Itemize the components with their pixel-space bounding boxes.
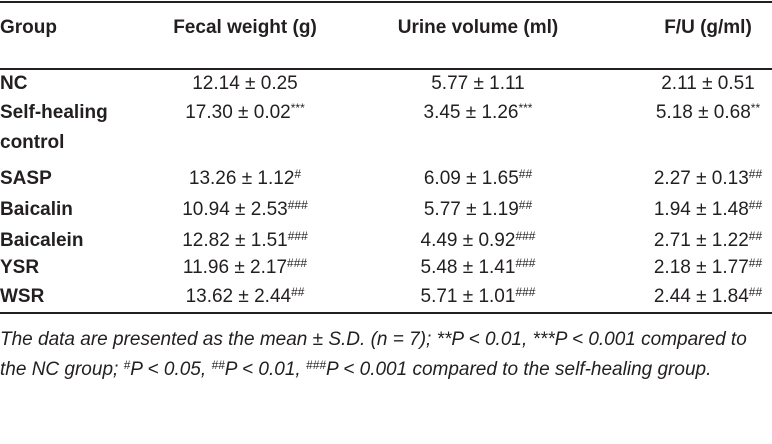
row-label: WSR [0, 282, 150, 312]
value-cell: 1.94 ± 1.48## [608, 195, 772, 225]
significance-mark: ### [287, 256, 308, 270]
cell-text: 5.18 ± 0.68 [655, 102, 751, 123]
row-label: YSR [0, 253, 150, 283]
value-cell: 5.71 ± 1.01### [378, 282, 578, 312]
cell-text: 13.62 ± 2.44 [185, 286, 292, 307]
value-cell: 13.62 ± 2.44## [145, 282, 345, 312]
cell-text: 2.71 ± 1.22 [653, 230, 749, 251]
value-cell: 12.82 ± 1.51### [145, 226, 345, 256]
footnote-text: P < 0.001 compared to the self-healing g… [326, 359, 712, 380]
value-cell: 5.48 ± 1.41### [378, 253, 578, 283]
cell-text: SASP [0, 168, 52, 189]
cell-text: 5.77 ± 1.11 [431, 73, 525, 94]
significance-mark: ## [748, 256, 763, 270]
footnote: The data are presented as the mean ± S.D… [0, 325, 770, 385]
cell-text: 3.45 ± 1.26 [423, 102, 519, 123]
value-cell: 5.18 ± 0.68** [608, 98, 772, 128]
row-label: SASP [0, 164, 150, 194]
cell-text: 12.14 ± 0.25 [192, 73, 298, 94]
significance-mark: ### [515, 285, 536, 299]
cell-text: 13.26 ± 1.12 [188, 168, 295, 189]
cell-text: Baicalein [0, 230, 84, 251]
header-rule [0, 68, 772, 70]
cell-text: 2.27 ± 0.13 [653, 168, 749, 189]
significance-mark: *** [290, 101, 305, 115]
cell-text: 17.30 ± 0.02 [185, 102, 291, 123]
value-cell: 2.71 ± 1.22## [608, 226, 772, 256]
significance-mark: ** [750, 101, 761, 115]
value-cell: 17.30 ± 0.02*** [145, 98, 345, 128]
cell-text: 5.77 ± 1.19 [423, 199, 519, 220]
significance-mark: ### [515, 256, 536, 270]
value-cell: 12.14 ± 0.25 [145, 69, 345, 99]
significance-mark: # [294, 167, 302, 181]
bottom-rule [0, 312, 772, 314]
cell-text: 10.94 ± 2.53 [182, 199, 288, 220]
cell-text: 5.71 ± 1.01 [420, 286, 516, 307]
significance-mark: ### [515, 229, 536, 243]
cell-text: 1.94 ± 1.48 [653, 199, 749, 220]
footnote-mark: ### [305, 358, 326, 372]
footnote-mark: # [123, 358, 131, 372]
value-cell: 2.18 ± 1.77## [608, 253, 772, 283]
top-rule [0, 1, 772, 3]
value-cell: 2.27 ± 0.13## [608, 164, 772, 194]
cell-text: 5.48 ± 1.41 [420, 257, 516, 278]
cell-text: 6.09 ± 1.65 [423, 168, 519, 189]
value-cell: 13.26 ± 1.12# [145, 164, 345, 194]
footnote-text: P < 0.01, [224, 359, 306, 380]
significance-mark: ## [291, 285, 305, 299]
cell-text: WSR [0, 286, 45, 307]
cell-text: 11.96 ± 2.17 [182, 257, 288, 278]
row-label: Self-healing control [0, 98, 150, 158]
cell-text: 12.82 ± 1.51 [182, 230, 288, 251]
value-cell: 5.77 ± 1.19## [378, 195, 578, 225]
significance-mark: ### [287, 198, 308, 212]
value-cell: 2.44 ± 1.84## [608, 282, 772, 312]
significance-mark: *** [518, 101, 533, 115]
row-label: NC [0, 69, 150, 99]
value-cell: 10.94 ± 2.53### [145, 195, 345, 225]
significance-mark: ## [748, 198, 763, 212]
cell-text: 2.18 ± 1.77 [653, 257, 749, 278]
row-label: Baicalein [0, 226, 150, 256]
footnote-text: The data are presented as the mean ± S.D… [0, 329, 747, 380]
footnote-text: P < 0.05, [130, 359, 212, 380]
footnote-mark: ## [211, 358, 225, 372]
header-cell: Group [0, 17, 57, 38]
value-cell: 6.09 ± 1.65## [378, 164, 578, 194]
cell-text: 4.49 ± 0.92 [420, 230, 516, 251]
cell-text: Self-healing control [0, 102, 108, 153]
row-label: Baicalin [0, 195, 150, 225]
cell-text: NC [0, 73, 28, 94]
significance-mark: ## [748, 285, 763, 299]
significance-mark: ## [748, 167, 763, 181]
significance-mark: ## [518, 198, 533, 212]
value-cell: 3.45 ± 1.26*** [378, 98, 578, 128]
value-cell: 4.49 ± 0.92### [378, 226, 578, 256]
value-cell: 11.96 ± 2.17### [145, 253, 345, 283]
significance-mark: ## [748, 229, 763, 243]
significance-mark: ### [287, 229, 308, 243]
header-cell: F/U (g/ml) [664, 17, 752, 38]
cell-text: 2.11 ± 0.51 [661, 73, 755, 94]
header-cell: Fecal weight (g) [173, 17, 317, 38]
cell-text: Baicalin [0, 199, 73, 220]
cell-text: 2.44 ± 1.84 [653, 286, 749, 307]
header-cell: Urine volume (ml) [397, 17, 559, 38]
value-cell: 5.77 ± 1.11 [378, 69, 578, 99]
significance-mark: ## [518, 167, 533, 181]
value-cell: 2.11 ± 0.51 [608, 69, 772, 99]
cell-text: YSR [0, 257, 40, 278]
